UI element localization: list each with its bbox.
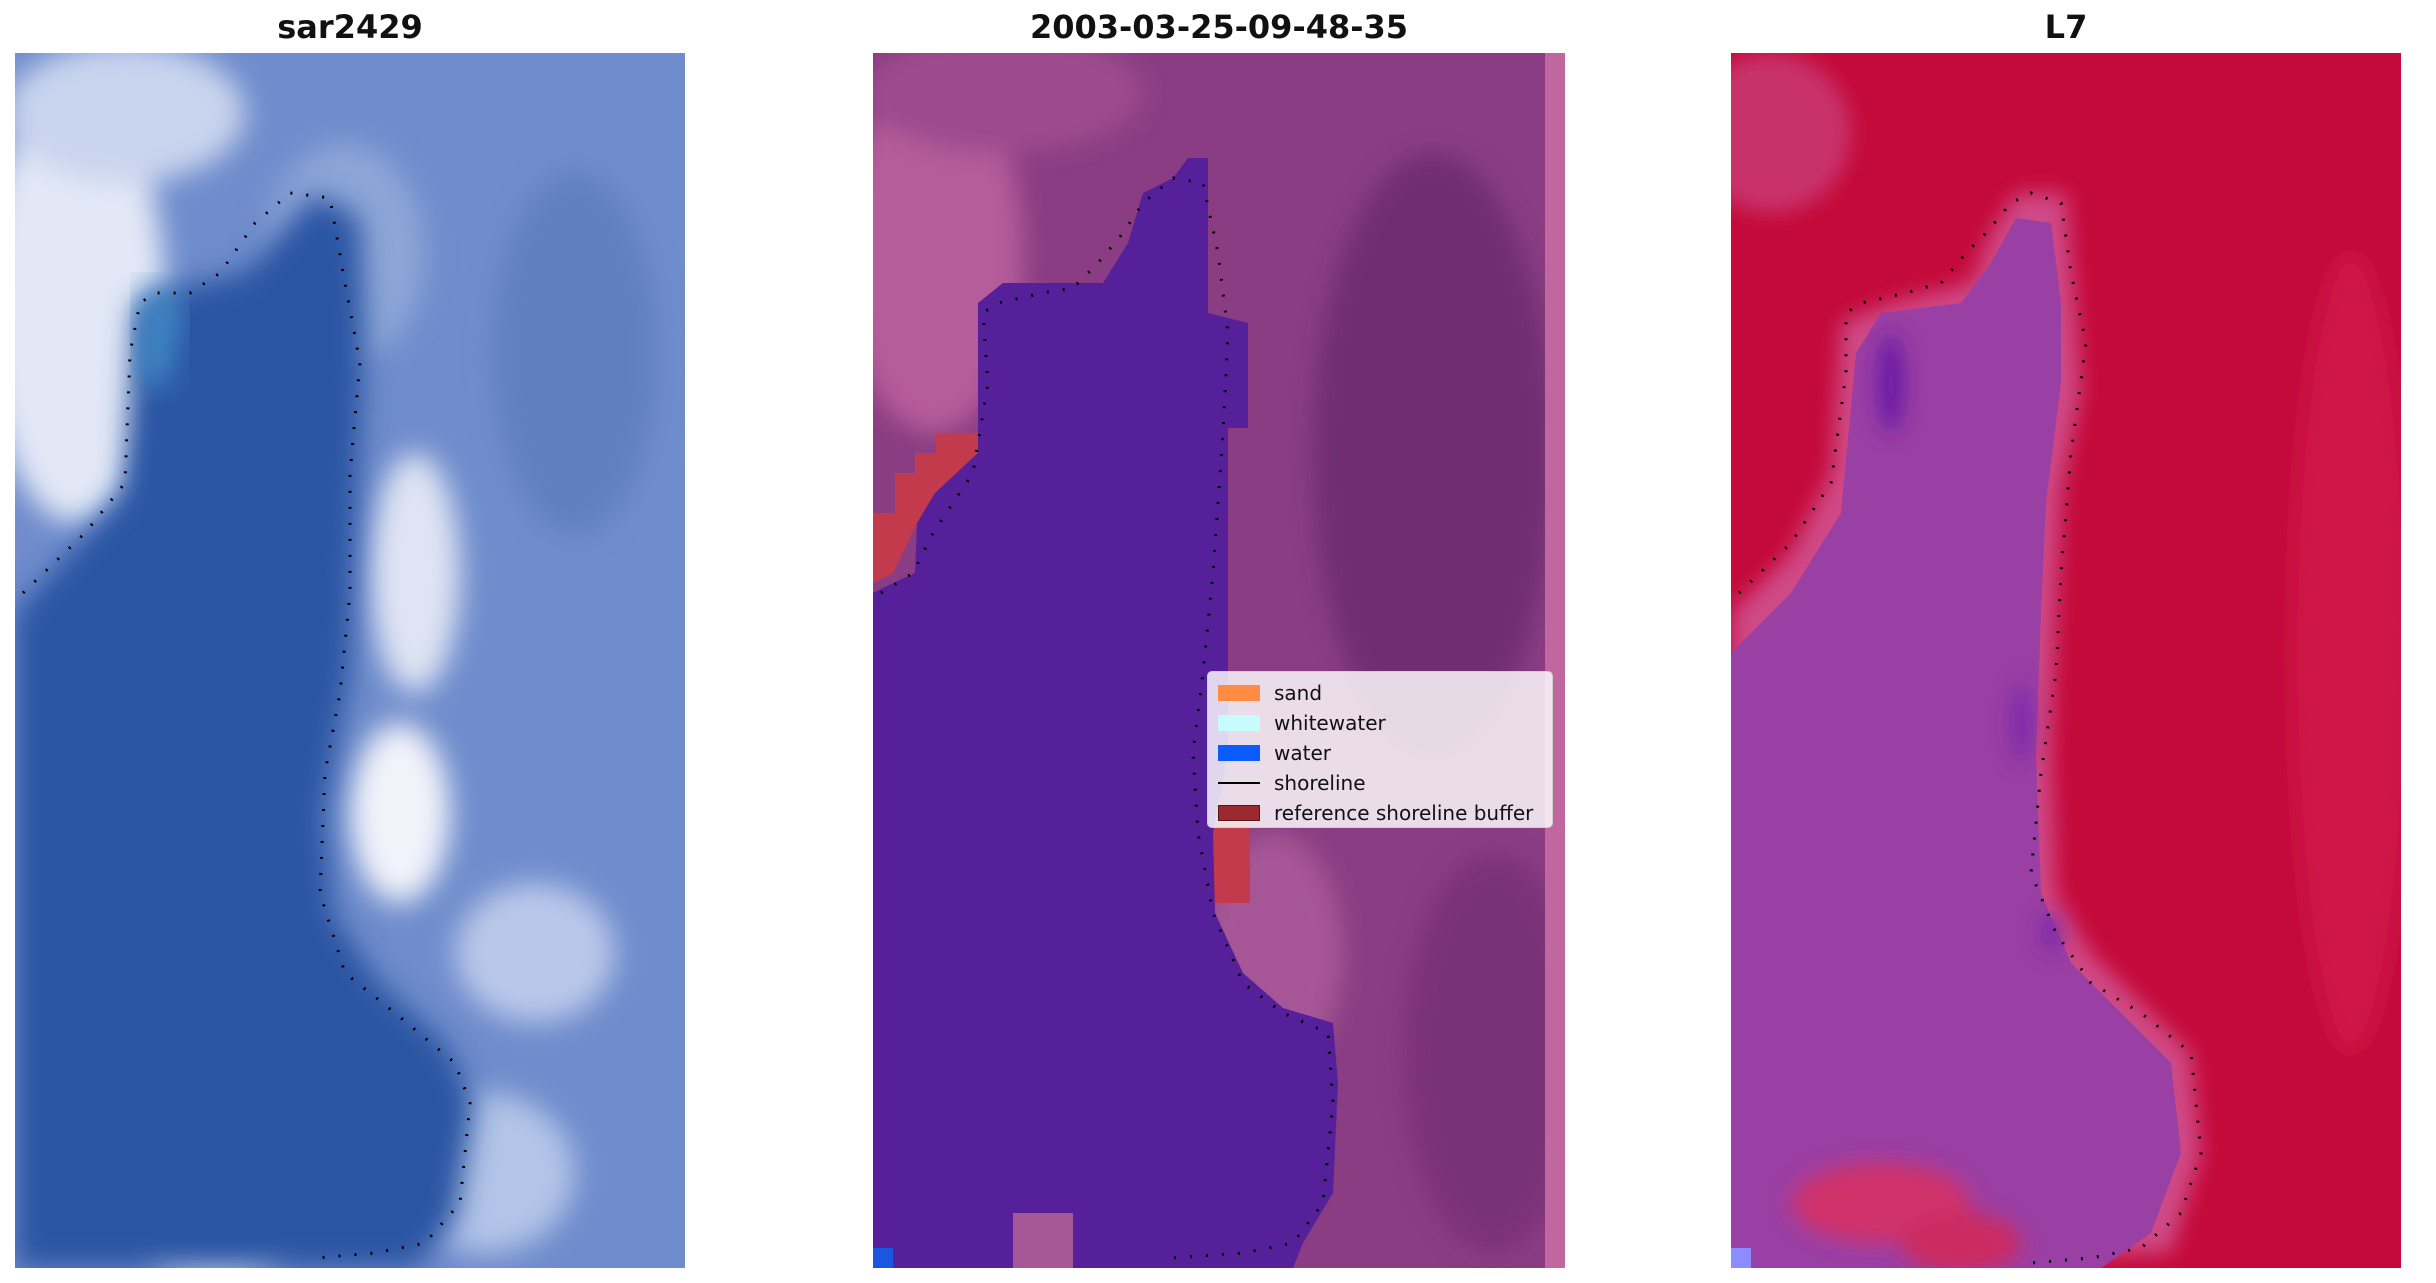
buffer-cells xyxy=(873,433,978,583)
legend-item-whitewater: whitewater xyxy=(1218,708,1542,738)
legend-label: reference shoreline buffer xyxy=(1274,801,1534,825)
whitewater-swatch xyxy=(1218,715,1260,731)
legend-item-shoreline: shoreline xyxy=(1218,768,1542,798)
water-class-region xyxy=(873,158,1338,1268)
water-swatch xyxy=(1218,745,1260,761)
sand-swatch xyxy=(1218,685,1260,701)
panel-3-title: L7 xyxy=(2044,8,2088,46)
legend-label: whitewater xyxy=(1274,711,1386,735)
legend-label: water xyxy=(1274,741,1331,765)
buffer-swatch xyxy=(1218,805,1260,821)
class-shoreline xyxy=(880,176,1335,1260)
legend-label: shoreline xyxy=(1274,771,1366,795)
legend-item-water: water xyxy=(1218,738,1542,768)
panel-1-title: sar2429 xyxy=(277,8,423,46)
edge-strip xyxy=(1545,53,1565,1268)
legend-item-sand: sand xyxy=(1218,678,1542,708)
legend-label: sand xyxy=(1274,681,1323,705)
legend: sand whitewater water shoreline referenc… xyxy=(1207,671,1553,828)
water-index-region xyxy=(1731,218,2181,1268)
index-image xyxy=(1731,53,2401,1268)
classification-image xyxy=(873,53,1565,1268)
rgb-water-region xyxy=(15,193,475,1268)
shoreline-swatch xyxy=(1218,782,1260,784)
panel-2-title: 2003-03-25-09-48-35 xyxy=(1029,8,1409,46)
legend-item-buffer: reference shoreline buffer xyxy=(1218,798,1542,828)
rgb-image xyxy=(15,53,685,1268)
